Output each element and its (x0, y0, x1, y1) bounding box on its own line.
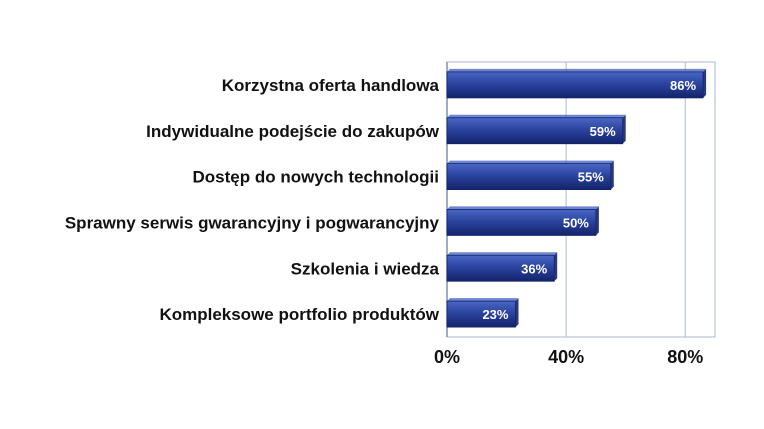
bar-value-label: 50% (563, 215, 589, 230)
bar-value-label: 59% (590, 124, 616, 139)
bar-top (447, 206, 599, 210)
category-label: Kompleksowe portfolio produktów (159, 305, 439, 324)
category-label: Sprawny serwis gwarancyjny i pogwarancyj… (65, 213, 440, 232)
bar (446, 71, 704, 99)
bar-value-label: 23% (482, 307, 508, 322)
bar-value-label: 36% (521, 261, 547, 276)
bar-top (447, 160, 614, 164)
bar (446, 117, 624, 145)
x-tick-label: 80% (667, 347, 703, 367)
bar-value-label: 86% (670, 78, 696, 93)
bar (446, 254, 555, 282)
bar (446, 300, 516, 328)
x-tick-label: 0% (434, 347, 460, 367)
plot-frame (446, 61, 716, 338)
bar-value-label: 55% (578, 170, 604, 185)
bar-top (447, 68, 707, 72)
plot-area: 86% Korzystna oferta handlowa 59% Indywidua… (65, 61, 716, 367)
category-label: Dostęp do nowych technologii (193, 168, 440, 187)
bar-top (447, 252, 558, 256)
category-label: Indywidualne podejście do zakupów (146, 122, 440, 141)
category-label: Szkolenia i wiedza (291, 259, 440, 278)
bar (446, 209, 597, 236)
x-tick-label: 40% (548, 347, 584, 367)
category-label: Korzystna oferta handlowa (222, 76, 440, 95)
bar (446, 163, 612, 190)
bar-top (447, 114, 626, 118)
bar-top (447, 298, 519, 302)
